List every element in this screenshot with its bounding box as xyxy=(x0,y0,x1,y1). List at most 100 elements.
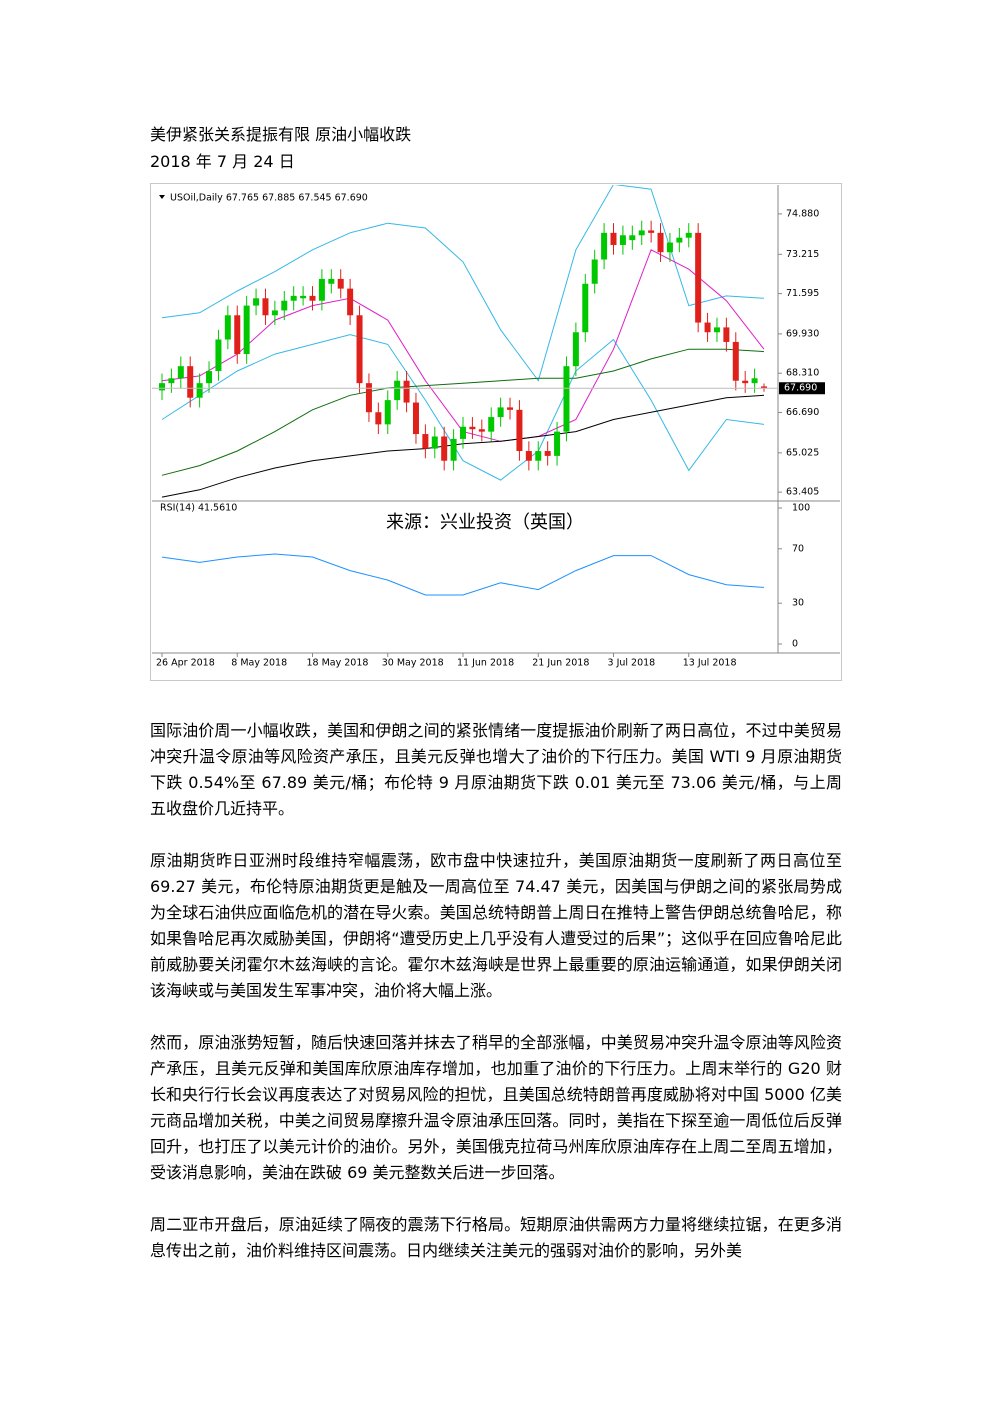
candle-body xyxy=(535,451,542,461)
candle-body xyxy=(215,339,222,372)
candle-body xyxy=(375,412,382,425)
candle-body xyxy=(591,259,598,284)
rsi-tick-label: 70 xyxy=(792,543,804,554)
y-tick-label: 66.690 xyxy=(786,407,819,418)
candle-body xyxy=(177,366,184,379)
candle-body xyxy=(563,366,570,432)
x-tick-label: 21 Jun 2018 xyxy=(532,658,589,669)
candle-body xyxy=(309,295,316,301)
indicator-line xyxy=(161,334,765,481)
price-label: 67.690 xyxy=(784,383,817,394)
candle-body xyxy=(544,451,551,456)
candle-body xyxy=(666,242,673,253)
indicator-line xyxy=(161,348,765,476)
doc-title: 美伊紧张关系提振有限 原油小幅收跌 xyxy=(150,125,412,144)
candle-body xyxy=(271,310,278,316)
candle-body xyxy=(685,232,692,238)
y-tick-label: 63.405 xyxy=(786,487,819,498)
rsi-pane xyxy=(161,553,765,596)
x-tick-label: 3 Jul 2018 xyxy=(608,658,656,669)
candle-body xyxy=(168,378,175,384)
candle-body xyxy=(347,288,354,316)
candle-body xyxy=(619,235,626,245)
y-tick-label: 69.930 xyxy=(786,328,819,339)
candle-body xyxy=(610,232,617,245)
candle-body xyxy=(441,436,448,461)
doc-date: 2018 年 7 月 24 日 xyxy=(150,152,295,171)
price-box xyxy=(779,382,825,395)
candle-body xyxy=(290,295,297,301)
candle-body xyxy=(253,298,260,306)
candle-body xyxy=(460,426,466,439)
candle-body xyxy=(450,438,457,461)
rsi-tick-label: 100 xyxy=(792,503,810,514)
candle-body xyxy=(761,386,767,389)
candle-body xyxy=(422,434,429,449)
price-pane xyxy=(159,185,767,498)
candle-body xyxy=(478,429,485,432)
candle-body xyxy=(507,407,514,410)
candle-body xyxy=(281,300,288,311)
candle-body xyxy=(648,230,655,233)
x-tick-label: 11 Jun 2018 xyxy=(457,658,514,669)
candle-body xyxy=(318,278,325,301)
x-tick-label: 18 May 2018 xyxy=(307,658,369,669)
y-tick-label: 73.215 xyxy=(786,249,819,260)
candle-body xyxy=(525,451,532,461)
candle-body xyxy=(638,230,645,236)
candle-body xyxy=(629,235,636,241)
candle-body xyxy=(159,383,165,391)
candle-body xyxy=(516,409,523,452)
y-tick-label: 68.310 xyxy=(786,368,819,379)
y-tick-label: 65.025 xyxy=(786,447,819,458)
candle-body xyxy=(676,237,683,243)
candle-body xyxy=(704,322,711,333)
header-icon xyxy=(159,195,165,199)
watermark: 来源：兴业投资（英国） xyxy=(386,512,584,533)
candle-body xyxy=(187,366,194,398)
paragraph: 原油期货昨日亚洲时段维持窄幅震荡，欧市盘中快速拉升，美国原油期货一度刷新了两日高… xyxy=(150,851,842,1000)
rsi-label: RSI(14) 41.5610 xyxy=(160,503,237,514)
x-tick-label: 30 May 2018 xyxy=(382,658,444,669)
indicator-line xyxy=(161,553,765,596)
candle-body xyxy=(337,278,344,289)
candle-body xyxy=(713,327,720,333)
candle-body xyxy=(224,315,231,340)
indicator-line xyxy=(161,185,765,382)
chart: USOil,Daily 67.765 67.885 67.545 67.690 … xyxy=(150,183,842,681)
candle-body xyxy=(554,431,561,456)
candle-body xyxy=(695,232,702,323)
candle-body xyxy=(243,305,250,355)
candle-body xyxy=(365,383,372,413)
candle-body xyxy=(601,232,608,260)
y-tick-label: 71.595 xyxy=(786,288,819,299)
chart-header: USOil,Daily 67.765 67.885 67.545 67.690 xyxy=(170,193,368,204)
rsi-tick-label: 0 xyxy=(792,639,798,650)
y-tick-label: 74.880 xyxy=(786,208,819,219)
candle-body xyxy=(196,383,203,398)
paragraph: 国际油价周一小幅收跌，美国和伊朗之间的紧张情绪一度提振油价刷新了两日高位，不过中… xyxy=(150,721,842,818)
candle-body xyxy=(262,298,269,316)
x-tick-label: 13 Jul 2018 xyxy=(683,658,737,669)
candle-body xyxy=(328,278,335,284)
candle-body xyxy=(742,380,749,384)
candle-body xyxy=(403,380,410,403)
candle-body xyxy=(657,232,664,253)
candle-body xyxy=(582,283,589,333)
candle-body xyxy=(488,417,495,432)
candle-body xyxy=(206,371,213,384)
rsi-tick-label: 30 xyxy=(792,598,804,609)
candle-body xyxy=(394,380,401,401)
paragraph: 然而，原油涨势短暂，随后快速回落并抹去了稍早的全部涨幅，中美贸易冲突升温令原油等… xyxy=(150,1033,842,1182)
chart-frame xyxy=(150,183,842,681)
candle-body xyxy=(469,426,476,430)
candle-body xyxy=(572,332,579,367)
x-tick-label: 8 May 2018 xyxy=(231,658,287,669)
candle-body xyxy=(723,327,730,342)
candle-body xyxy=(412,402,419,435)
x-tick-label: 26 Apr 2018 xyxy=(156,658,215,669)
candle-body xyxy=(751,378,758,384)
paragraph: 周二亚市开盘后，原油延续了隔夜的震荡下行格局。短期原油供需两方力量将继续拉锯，在… xyxy=(150,1215,842,1260)
candle-body xyxy=(732,341,739,381)
